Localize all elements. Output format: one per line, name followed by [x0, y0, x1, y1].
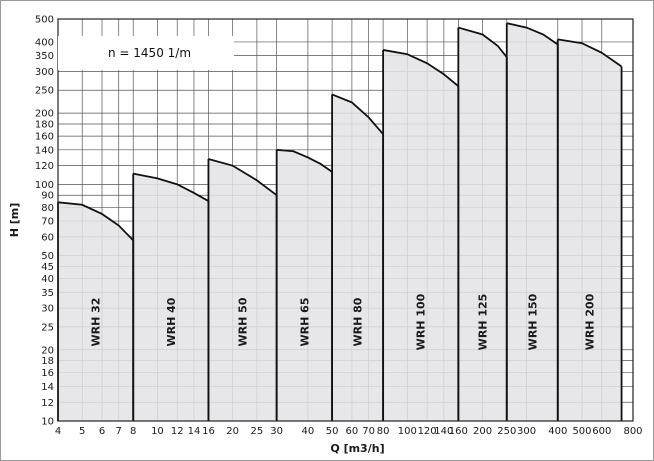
x-tick-label: 4 — [55, 426, 61, 437]
curve-label: WRH 80 — [352, 297, 365, 346]
y-axis-title: H [m] — [8, 203, 21, 238]
x-tick-label: 300 — [517, 426, 536, 437]
y-tick-label: 18 — [41, 356, 54, 367]
y-tick-label: 120 — [35, 161, 54, 172]
plot-border — [57, 18, 634, 422]
pump-range-fills — [58, 23, 622, 422]
x-tick-label: 10 — [151, 426, 164, 437]
y-tick-label: 90 — [41, 191, 54, 202]
x-tick-label: 200 — [473, 426, 492, 437]
pump-range-fill — [383, 49, 459, 422]
curve-labels: WRH 32 WRH 40 WRH 50 WRH 65 WRH 80 WRH 100 WRH… — [90, 293, 597, 350]
x-tick-label: 250 — [497, 426, 516, 437]
pump-curve — [458, 26, 508, 58]
pump-range-fill — [276, 149, 333, 421]
y-tick-label: 200 — [35, 109, 54, 120]
y-tick-label: 180 — [35, 119, 54, 130]
pump-range-fill — [557, 39, 622, 421]
x-tick-label: 50 — [326, 426, 339, 437]
pump-curve — [276, 148, 333, 173]
x-tick-label: 20 — [226, 426, 239, 437]
pump-curve — [506, 22, 559, 46]
pump-range-fill — [506, 23, 558, 421]
y-tick-label: 350 — [35, 51, 54, 62]
x-tick-label: 400 — [548, 426, 567, 437]
x-tick-label: 140 — [434, 426, 453, 437]
pump-range-fill — [208, 159, 277, 421]
curve-label: WRH 200 — [584, 293, 597, 350]
pump-curve — [331, 93, 384, 135]
x-tick-label: 30 — [270, 426, 283, 437]
y-tick-label: 50 — [41, 251, 54, 262]
x-axis-title: Q [m3/h] — [330, 442, 384, 455]
x-tick-label: 160 — [449, 426, 468, 437]
y-tick-label: 400 — [35, 37, 54, 48]
x-tick-label: 100 — [398, 426, 417, 437]
curve-label: WRH 150 — [526, 293, 539, 350]
speed-annotation: n = 1450 1/m — [58, 36, 234, 70]
pump-curve — [382, 49, 459, 87]
y-tick-label: 140 — [35, 145, 54, 156]
x-tick-label: 14 — [188, 426, 201, 437]
curve-label: WRH 32 — [90, 298, 103, 347]
pump-range-fill — [458, 27, 507, 422]
y-tick-label: 100 — [35, 180, 54, 191]
x-tick-label: 60 — [346, 426, 359, 437]
x-tick-label: 12 — [171, 426, 184, 437]
x-tick-label: 7 — [116, 426, 122, 437]
y-tick-label: 500 — [35, 15, 54, 26]
y-tick-label: 16 — [41, 368, 54, 379]
x-tick-label: 800 — [623, 426, 642, 437]
y-tick-label: 12 — [41, 398, 54, 409]
x-tick-label: 16 — [202, 426, 215, 437]
y-tick-label: 35 — [41, 288, 54, 299]
x-tick-label: 40 — [302, 426, 315, 437]
x-tick-label: 25 — [251, 426, 264, 437]
y-tick-label: 300 — [35, 67, 54, 78]
y-tick-label: 30 — [41, 304, 54, 315]
tick-labels: 4 5 6 7 8 10 12 14 16 20 25 30 40 50 60 70 80 100 12014016… — [35, 15, 643, 438]
y-tick-label: 14 — [41, 382, 54, 393]
curve-label: WRH 100 — [415, 293, 428, 350]
pump-curves — [57, 22, 623, 421]
y-tick-label: 10 — [41, 417, 54, 428]
curve-label: WRH 125 — [477, 294, 490, 351]
y-tick-label: 45 — [41, 262, 54, 273]
x-tick-label: 5 — [79, 426, 85, 437]
x-tick-label: 6 — [99, 426, 105, 437]
y-tick-label: 60 — [41, 232, 54, 243]
y-tick-label: 40 — [41, 274, 54, 285]
y-tick-label: 70 — [41, 217, 54, 228]
curve-label: WRH 40 — [165, 297, 178, 346]
pump-range-fill — [133, 173, 209, 421]
y-tick-label: 20 — [41, 345, 54, 356]
pump-curve — [133, 172, 209, 202]
pump-curve — [557, 38, 623, 68]
x-tick-label: 70 — [362, 426, 375, 437]
curve-label: WRH 50 — [237, 297, 250, 346]
y-tick-label: 250 — [35, 86, 54, 97]
x-tick-label: 120 — [418, 426, 437, 437]
pump-range-fill — [58, 202, 134, 421]
y-tick-label: 160 — [35, 132, 54, 143]
pump-curve — [208, 158, 278, 196]
curve-label: WRH 65 — [298, 298, 311, 347]
x-tick-label: 500 — [572, 426, 591, 437]
x-tick-label: 8 — [130, 426, 136, 437]
x-tick-label: 600 — [592, 426, 611, 437]
pump-range-fill — [332, 94, 384, 422]
y-tick-label: 80 — [41, 203, 54, 214]
pump-curve — [57, 201, 134, 241]
y-tick-label: 25 — [41, 322, 54, 333]
x-tick-label: 80 — [377, 426, 390, 437]
